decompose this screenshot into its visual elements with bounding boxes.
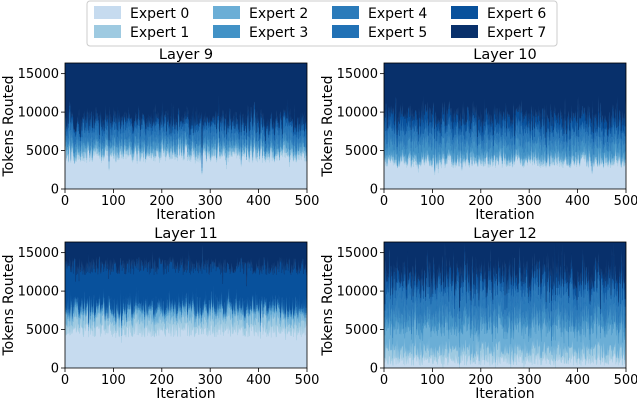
x-tick-label: 500 [295,194,320,209]
y-tick-label: 10000 [18,106,59,121]
legend-swatch [332,25,359,38]
area-series-7 [384,63,626,138]
x-tick-label: 200 [149,373,174,388]
legend-swatch [451,25,478,38]
x-tick-label: 0 [380,373,388,388]
x-tick-label: 100 [420,194,445,209]
legend-swatch [451,6,478,19]
x-tick-label: 400 [565,373,590,388]
legend-frame [86,0,558,47]
area-series-7 [65,242,307,287]
y-tick-label: 15000 [337,246,378,261]
y-axis-label: Tokens Routed [320,254,336,356]
legend-entry: Expert 2 [249,6,308,22]
legend: Expert 0 Expert 1 Expert 2 Expert 3 Expert 4… [86,0,558,47]
y-tick-label: 15000 [337,67,378,82]
chart-title: Layer 11 [154,226,218,242]
area-series-7 [384,242,626,310]
y-axis-label: Tokens Routed [320,75,336,177]
axes-frame [383,62,627,190]
axes-frame [64,62,308,190]
x-tick-label: 0 [380,194,388,209]
x-tick-label: 300 [517,194,542,209]
legend-swatch [94,6,121,19]
y-tick-label: 5000 [345,144,378,159]
y-axis-label: Tokens Routed [1,75,17,177]
legend-swatch [213,6,240,19]
x-axis-label: Iteration [156,207,215,223]
y-axis-label: Tokens Routed [1,254,17,356]
x-tick-label: 200 [468,194,493,209]
chart-title: Layer 9 [159,47,213,63]
x-tick-label: 500 [614,194,637,209]
x-tick-label: 400 [246,373,271,388]
x-tick-label: 300 [517,373,542,388]
x-tick-label: 100 [420,373,445,388]
chart-title: Layer 10 [473,47,537,63]
legend-entry: Expert 5 [368,25,427,41]
x-tick-label: 400 [246,194,271,209]
x-tick-label: 300 [198,373,223,388]
y-tick-label: 0 [51,183,59,198]
y-tick-label: 0 [370,183,378,198]
x-tick-label: 0 [61,194,69,209]
y-tick-label: 5000 [26,144,59,159]
axes-frame [64,241,308,369]
x-tick-label: 100 [101,194,126,209]
axes-frame [383,241,627,369]
legend-entry: Expert 1 [130,25,189,41]
x-axis-label: Iteration [475,207,534,223]
legend-entry: Expert 0 [130,6,189,22]
x-tick-label: 500 [614,373,637,388]
legend-entry: Expert 3 [249,25,308,41]
legend-swatch [213,25,240,38]
area-series-7 [65,63,307,148]
y-tick-label: 10000 [337,285,378,300]
y-tick-label: 5000 [26,323,59,338]
legend-entry: Expert 7 [487,25,546,41]
chart-title: Layer 12 [473,226,537,242]
y-tick-label: 0 [51,362,59,377]
legend-swatch [332,6,359,19]
x-tick-label: 100 [101,373,126,388]
legend-entry: Expert 4 [368,6,427,22]
x-axis-label: Iteration [156,386,215,402]
y-tick-label: 15000 [18,67,59,82]
legend-swatch [94,25,121,38]
x-axis-label: Iteration [475,386,534,402]
x-tick-label: 200 [468,373,493,388]
y-tick-label: 0 [370,362,378,377]
x-tick-label: 200 [149,194,174,209]
y-tick-label: 5000 [345,323,378,338]
x-tick-label: 0 [61,373,69,388]
y-tick-label: 10000 [337,106,378,121]
x-tick-label: 300 [198,194,223,209]
y-tick-label: 10000 [18,285,59,300]
y-tick-label: 15000 [18,246,59,261]
x-tick-label: 400 [565,194,590,209]
legend-entry: Expert 6 [487,6,546,22]
x-tick-label: 500 [295,373,320,388]
